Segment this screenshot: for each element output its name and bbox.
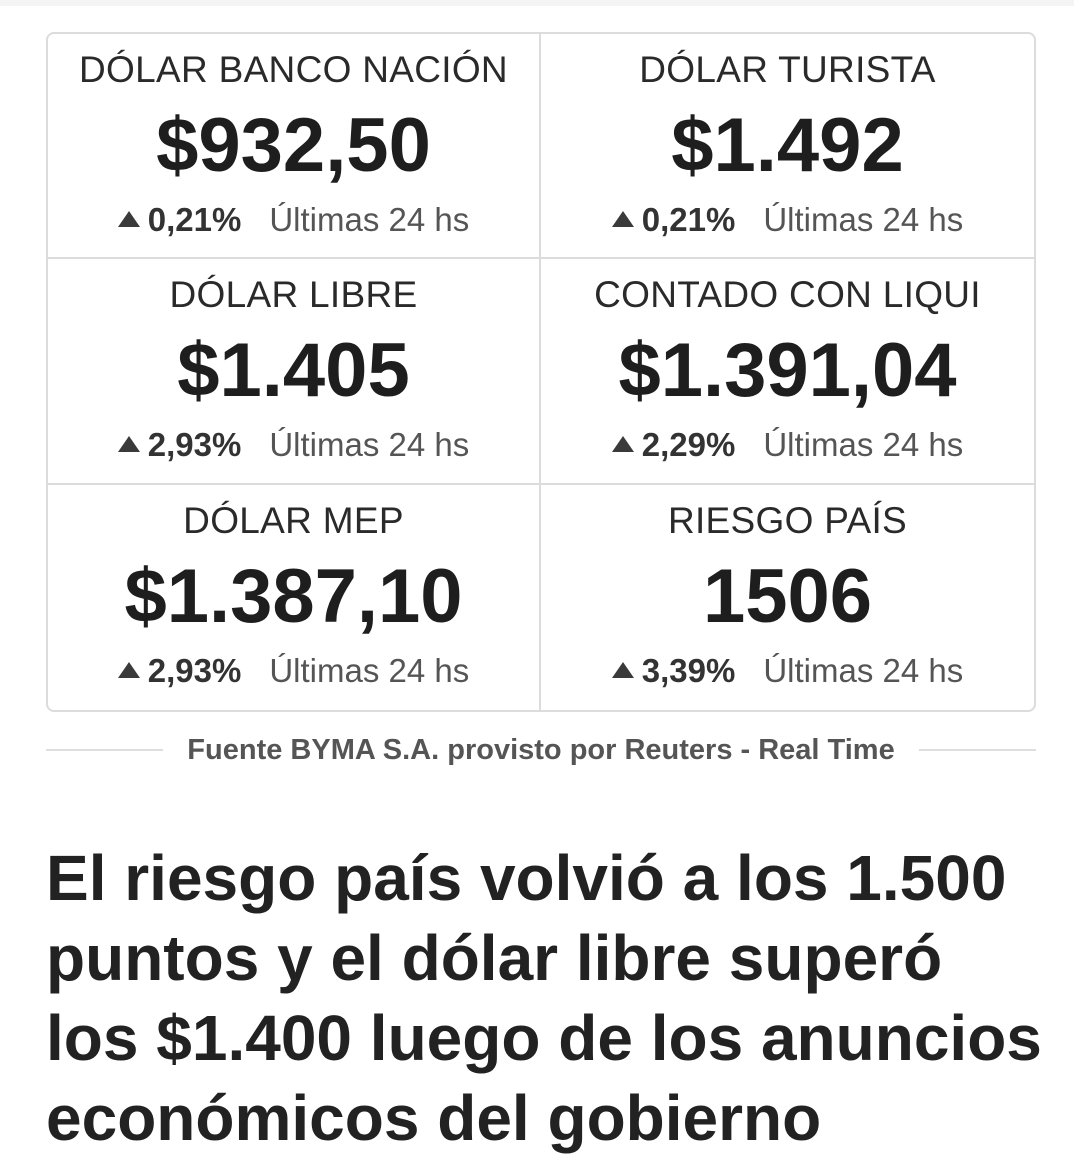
quote-period: Últimas 24 hs xyxy=(763,201,964,238)
quote-card-dolar-mep[interactable]: DÓLAR MEP $1.387,10 2,93% Últimas 24 hs xyxy=(48,484,541,710)
quote-change-percent: 2,93% xyxy=(147,426,242,464)
top-strip xyxy=(0,0,1074,6)
quote-period: Últimas 24 hs xyxy=(269,651,470,689)
quote-change: 2,93% Últimas 24 hs xyxy=(48,425,539,465)
arrow-up-icon xyxy=(117,436,140,453)
quote-card-dolar-turista[interactable]: DÓLAR TURISTA $1.492 0,21% Últimas 24 hs xyxy=(541,34,1034,260)
quote-change: 2,93% Últimas 24 hs xyxy=(48,651,539,691)
quote-title: RIESGO PAÍS xyxy=(667,499,908,541)
quote-card-dolar-banco-nacion[interactable]: DÓLAR BANCO NACIÓN $932,50 0,21% Últimas … xyxy=(48,34,541,260)
quote-change-percent: 0,21% xyxy=(641,201,736,238)
quote-value: $932,50 xyxy=(156,103,431,188)
divider xyxy=(46,749,164,751)
quote-card-dolar-libre[interactable]: DÓLAR LIBRE $1.405 2,93% Últimas 24 hs xyxy=(48,259,541,485)
quote-change: 3,39% Últimas 24 hs xyxy=(541,651,1034,691)
quote-change: 0,21% Últimas 24 hs xyxy=(48,200,539,240)
arrow-up-icon xyxy=(117,661,140,678)
source-attribution: Fuente BYMA S.A. provisto por Reuters - … xyxy=(46,730,1036,770)
quote-card-contado-con-liqui[interactable]: CONTADO CON LIQUI $1.391,04 2,29% Últimas… xyxy=(541,259,1034,485)
quote-period: Últimas 24 hs xyxy=(763,426,964,464)
article-headline[interactable]: El riesgo país volvió a los 1.500 puntos… xyxy=(46,842,1042,1154)
quote-title: DÓLAR BANCO NACIÓN xyxy=(79,49,508,90)
quote-value: $1.492 xyxy=(671,103,904,188)
quote-title: DÓLAR LIBRE xyxy=(169,274,418,316)
quote-change: 0,21% Últimas 24 hs xyxy=(541,200,1034,240)
source-text: Fuente BYMA S.A. provisto por Reuters - … xyxy=(187,733,895,766)
quote-period: Últimas 24 hs xyxy=(269,201,470,238)
arrow-up-icon xyxy=(117,211,140,227)
arrow-up-icon xyxy=(611,211,634,227)
quote-value: 1506 xyxy=(702,553,873,639)
quote-value: $1.391,04 xyxy=(618,328,957,414)
quote-change-percent: 0,21% xyxy=(147,201,242,238)
quote-title: DÓLAR TURISTA xyxy=(639,49,936,90)
quote-title: DÓLAR MEP xyxy=(183,499,404,541)
quote-period: Últimas 24 hs xyxy=(763,651,964,689)
arrow-up-icon xyxy=(611,661,634,678)
quote-title: CONTADO CON LIQUI xyxy=(594,274,981,316)
quote-change: 2,29% Últimas 24 hs xyxy=(541,425,1034,465)
divider xyxy=(918,749,1036,751)
quotes-grid: DÓLAR BANCO NACIÓN $932,50 0,21% Últimas … xyxy=(46,32,1036,712)
arrow-up-icon xyxy=(611,436,634,453)
quote-change-percent: 3,39% xyxy=(641,651,736,689)
quote-change-percent: 2,93% xyxy=(147,651,242,689)
quote-value: $1.387,10 xyxy=(124,553,463,639)
quote-value: $1.405 xyxy=(177,328,410,414)
quote-card-riesgo-pais[interactable]: RIESGO PAÍS 1506 3,39% Últimas 24 hs xyxy=(541,485,1034,710)
quote-change-percent: 2,29% xyxy=(641,426,736,464)
quote-period: Últimas 24 hs xyxy=(269,426,470,464)
